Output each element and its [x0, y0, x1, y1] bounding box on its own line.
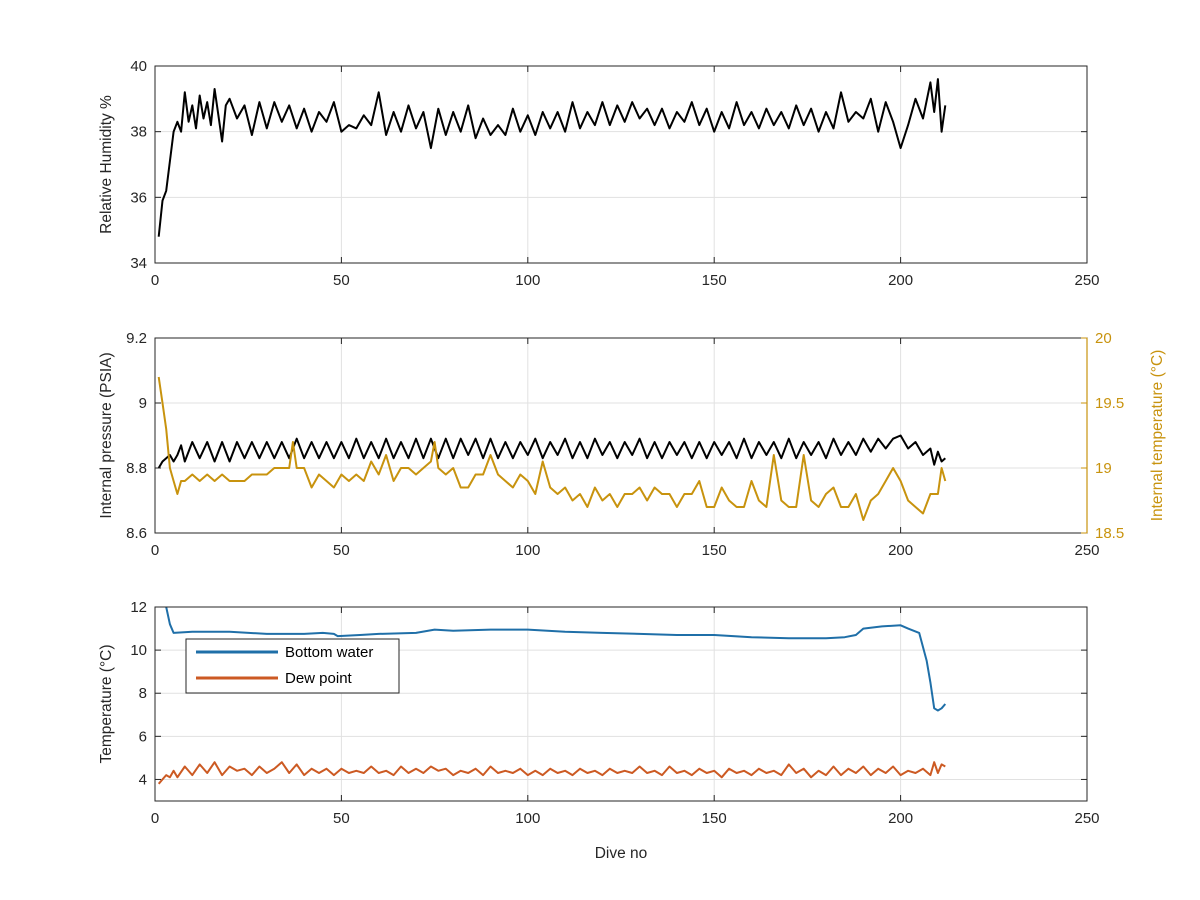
legend: Bottom water Dew point [185, 638, 400, 694]
x-tick-label: 100 [515, 272, 540, 289]
x-tick-label: 150 [702, 810, 727, 827]
x-tick-label: 50 [333, 542, 350, 559]
y-tick-label: 38 [130, 124, 147, 141]
series-line-2 [157, 761, 946, 785]
right-y-tick-label: 20 [1095, 330, 1112, 347]
series-line-2 [157, 376, 947, 521]
series-line-1 [157, 78, 947, 237]
x-tick-label: 100 [515, 810, 540, 827]
x-tick-label: 150 [702, 272, 727, 289]
y-tick-label: 4 [139, 771, 147, 788]
x-tick-label: 150 [702, 542, 727, 559]
x-tick-label: 0 [151, 542, 159, 559]
legend-label-1: Bottom water [285, 644, 373, 661]
subplot-2: 0 50 100 150 200 250 8.6 8.8 9 9.2 18.5 19 19.5 20 Int… [98, 330, 1166, 559]
right-y-axis-label: Internal temperature (°C) [1149, 350, 1166, 522]
y-tick-label: 8 [139, 685, 147, 702]
subplot-3: 0 50 100 150 200 250 4 6 8 10 12 Temperature (°C) Di… [98, 599, 1100, 862]
x-tick-label: 200 [888, 810, 913, 827]
y-tick-label: 9.2 [126, 330, 147, 347]
y-axis-label: Internal pressure (PSIA) [98, 352, 115, 518]
y-tick-label: 36 [130, 189, 147, 206]
right-y-tick-label: 19.5 [1095, 395, 1124, 412]
legend-label-2: Dew point [285, 670, 353, 687]
plot-area [155, 66, 1087, 263]
x-tick-label: 100 [515, 542, 540, 559]
y-tick-label: 9 [139, 395, 147, 412]
subplot-1: 0 50 100 150 200 250 34 36 38 40 Relative Humidity… [98, 58, 1100, 289]
y-tick-label: 10 [130, 642, 147, 659]
plot-area [155, 338, 1087, 533]
right-y-tick-label: 19 [1095, 460, 1112, 477]
y-tick-label: 34 [130, 255, 147, 272]
x-tick-label: 250 [1074, 272, 1099, 289]
x-tick-label: 0 [151, 810, 159, 827]
y-axis-label: Temperature (°C) [98, 644, 115, 763]
y-tick-label: 8.6 [126, 525, 147, 542]
x-tick-label: 200 [888, 272, 913, 289]
x-tick-label: 50 [333, 810, 350, 827]
legend-box [185, 638, 400, 694]
x-tick-label: 200 [888, 542, 913, 559]
y-tick-label: 12 [130, 599, 147, 616]
x-axis-label: Dive no [595, 845, 648, 862]
x-tick-label: 0 [151, 272, 159, 289]
y-tick-label: 6 [139, 728, 147, 745]
x-tick-label: 50 [333, 272, 350, 289]
series-line-1 [165, 606, 947, 712]
x-tick-label: 250 [1074, 810, 1099, 827]
axes-box [154, 65, 1088, 264]
x-tick-label: 250 [1074, 542, 1099, 559]
y-tick-label: 40 [130, 58, 147, 75]
right-y-tick-label: 18.5 [1095, 525, 1124, 542]
series-line-1 [157, 434, 946, 469]
y-tick-label: 8.8 [126, 460, 147, 477]
axes-box [154, 606, 1088, 802]
y-axis-label: Relative Humidity % [98, 95, 115, 234]
